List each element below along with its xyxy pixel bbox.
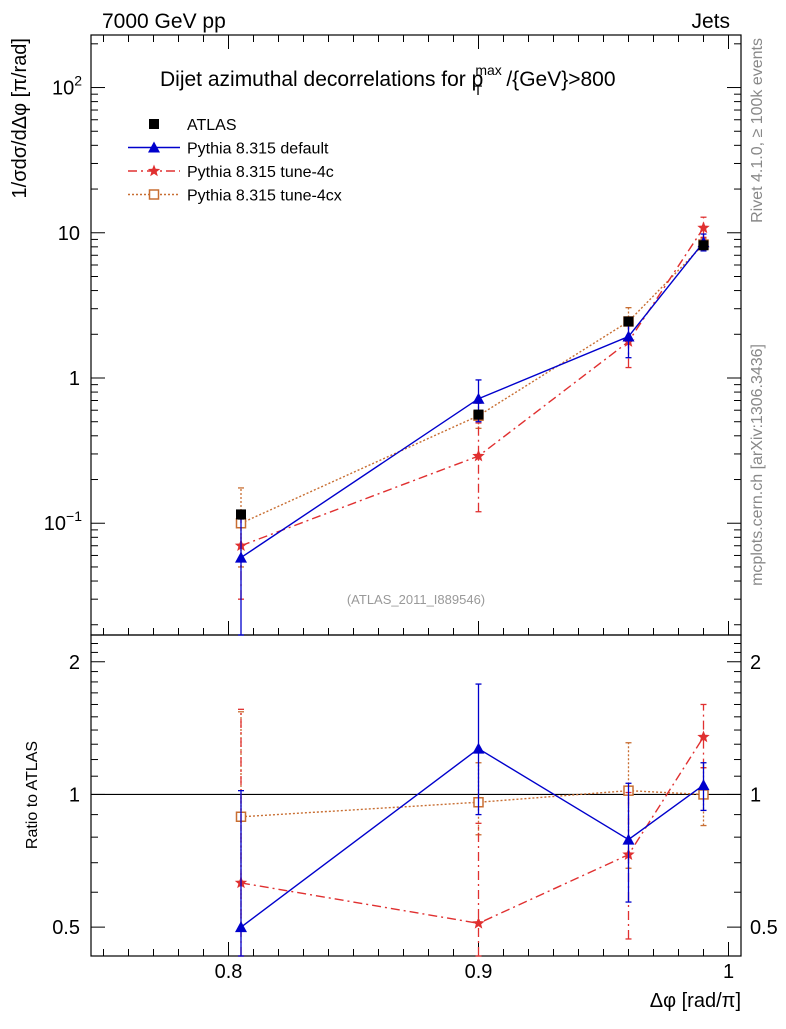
y-tick-base: 10 [52,78,74,100]
ratio-line-pythia-8-315-tune-4c [240,736,705,925]
series-line-pythia-8-315-default [240,241,705,559]
point-pythia-8-315-tune-4c [697,221,710,234]
ratio-point-pythia-8-315-tune-4c [472,916,485,929]
ratio-point-pythia-8-315-tune-4c [697,730,710,743]
legend-label-pythia-8-315-tune-4cx: Pythia 8.315 tune-4cx [187,188,342,205]
ratio-point-pythia-8-315-default [622,833,635,845]
y-tick-label: 10 [58,223,80,245]
legend-label-pythia-8-315-default: Pythia 8.315 default [187,141,329,158]
chart-title-sup: max [475,62,501,78]
legend-marker-atlas [149,119,159,129]
series-layer [234,216,710,957]
point-atlas [236,509,246,520]
legend-marker-pythia-8-315-tune-4cx [148,189,160,200]
chart-title-sub: T [474,82,483,98]
chart-title-suffix: /{GeV}>800 [506,68,615,91]
y-tick-label: 1 [69,368,80,390]
x-axis-label: Δφ [rad/π] [650,990,741,1012]
series-line-pythia-8-315-tune-4cx [240,244,705,524]
point-atlas [473,409,484,420]
y-tick-base: 1 [69,368,80,390]
ratio-point-pythia-8-315-default [697,779,710,791]
y-tick-exponent: 2 [74,73,82,89]
legend-label-pythia-8-315-tune-4c: Pythia 8.315 tune-4c [187,164,334,181]
legend-label-atlas: ATLAS [187,117,237,134]
rivet-label: Rivet 4.1.0, ≥ 100k events [749,38,766,223]
legend-marker-pythia-8-315-tune-4c [147,164,161,177]
y-tick-base: 10 [58,223,80,245]
legend: ATLAS Pythia 8.315 default Pythia 8.315 tu… [128,117,342,205]
point-pythia-8-315-default [622,330,635,342]
ratio-tick-label-right: 1 [750,784,761,806]
chart-title: Dijet azimuthal decorrelations for pmax T… [160,62,616,98]
header-right-label: Jets [691,10,730,33]
y-axis-label: 1/σdσ/dΔφ [π/rad] [9,38,31,198]
ratio-point-pythia-8-315-default [235,921,247,933]
point-atlas [623,316,634,327]
ratio-line-pythia-8-315-tune-4cx [240,789,704,818]
ratio-panel-frame [90,634,742,957]
y-tick-label: 102 [52,73,82,100]
ratio-tick-label-right: 0.5 [750,917,778,939]
point-pythia-8-315-default [472,392,485,404]
y-tick-base: 10 [44,513,66,535]
ratio-tick-label: 1 [69,784,80,806]
legend-marker-pythia-8-315-default [148,141,160,153]
x-tick-label: 0.8 [215,961,243,983]
y-tick-exponent: −1 [66,508,82,524]
y-tick-label: 10−1 [44,508,82,535]
ratio-tick-label-right: 2 [750,652,761,674]
analysis-watermark: (ATLAS_2011_I889546) [347,592,485,607]
x-tick-label: 1 [723,961,734,983]
ratio-line-pythia-8-315-default [240,747,704,928]
mcplots-label: mcplots.cern.ch [arXiv:1306.3436] [749,344,766,586]
x-tick-label: 0.9 [465,961,493,983]
point-pythia-8-315-tune-4c [472,449,485,462]
point-atlas [698,240,709,251]
header-left-label: 7000 GeV pp [102,10,226,33]
ratio-tick-label: 0.5 [52,917,80,939]
point-pythia-8-315-default [235,551,247,563]
chart-title-main: Dijet azimuthal decorrelations for p [160,68,483,91]
ratio-tick-label: 2 [69,652,80,674]
ratio-point-pythia-8-315-default [472,742,485,754]
series-line-pythia-8-315-tune-4c [240,227,705,547]
ratio-y-axis-label: Ratio to ATLAS [24,741,41,849]
